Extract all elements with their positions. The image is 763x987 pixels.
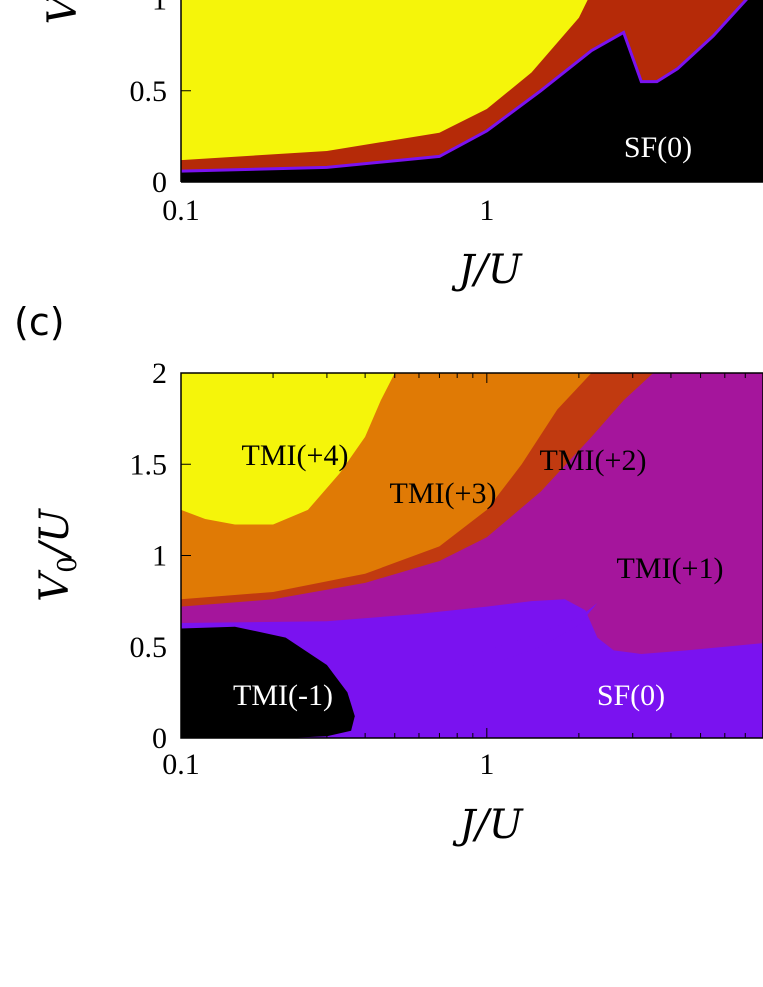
region-label-tmi+3: TMI(+3) <box>390 477 497 510</box>
x-tick-label: 1 <box>479 748 494 781</box>
y-tick-label: 0 <box>152 722 167 755</box>
plot-area <box>181 373 763 738</box>
chart-panel-top: SF(0) 0 0.5 1 0.1 1 J/U V <box>40 0 763 293</box>
plot-area <box>181 0 763 182</box>
region-tmi-plus4 <box>181 0 654 161</box>
region-label-sf0: SF(0) <box>624 131 692 164</box>
region-label-tmi+2: TMI(+2) <box>540 444 647 477</box>
y-tick-label: 1 <box>152 540 167 573</box>
region-label-tmi+1: TMI(+1) <box>617 552 724 585</box>
region-tmi-minus1 <box>181 626 355 738</box>
region-label-tmi-1: TMI(-1) <box>233 679 333 712</box>
region-sf0-tongue <box>448 603 598 667</box>
x-tick-label: 0.1 <box>162 748 200 781</box>
x-axis-label: J/U <box>452 802 524 848</box>
chart-panel-c: (c) 0 0.5 1 1.5 2 0.1 1 TMI(+4) TMI(+3) TMI(+2) TMI… <box>14 300 763 848</box>
y-tick-label: 2 <box>152 357 167 390</box>
region-sf0 <box>181 0 763 182</box>
y-tick-label: 1 <box>152 0 167 17</box>
y-tick-label: 0 <box>152 166 167 199</box>
x-tick-label: 0.1 <box>162 194 200 227</box>
x-tick-label: 1 <box>479 194 494 227</box>
region-label-tmi+4: TMI(+4) <box>242 439 349 472</box>
y-tick-label: 0.5 <box>130 631 168 664</box>
region-tmi-plus4 <box>181 373 395 525</box>
y-tick-label: 0.5 <box>130 75 168 108</box>
region-label-sf0: SF(0) <box>597 679 665 712</box>
panel-letter-c: (c) <box>14 300 65 344</box>
y-axis-label: V <box>40 0 86 24</box>
y-axis-label: V0/U <box>32 508 83 602</box>
y-tick-label: 1.5 <box>130 448 168 481</box>
sf-boundary-line <box>181 0 748 173</box>
x-axis-label: J/U <box>451 247 523 293</box>
